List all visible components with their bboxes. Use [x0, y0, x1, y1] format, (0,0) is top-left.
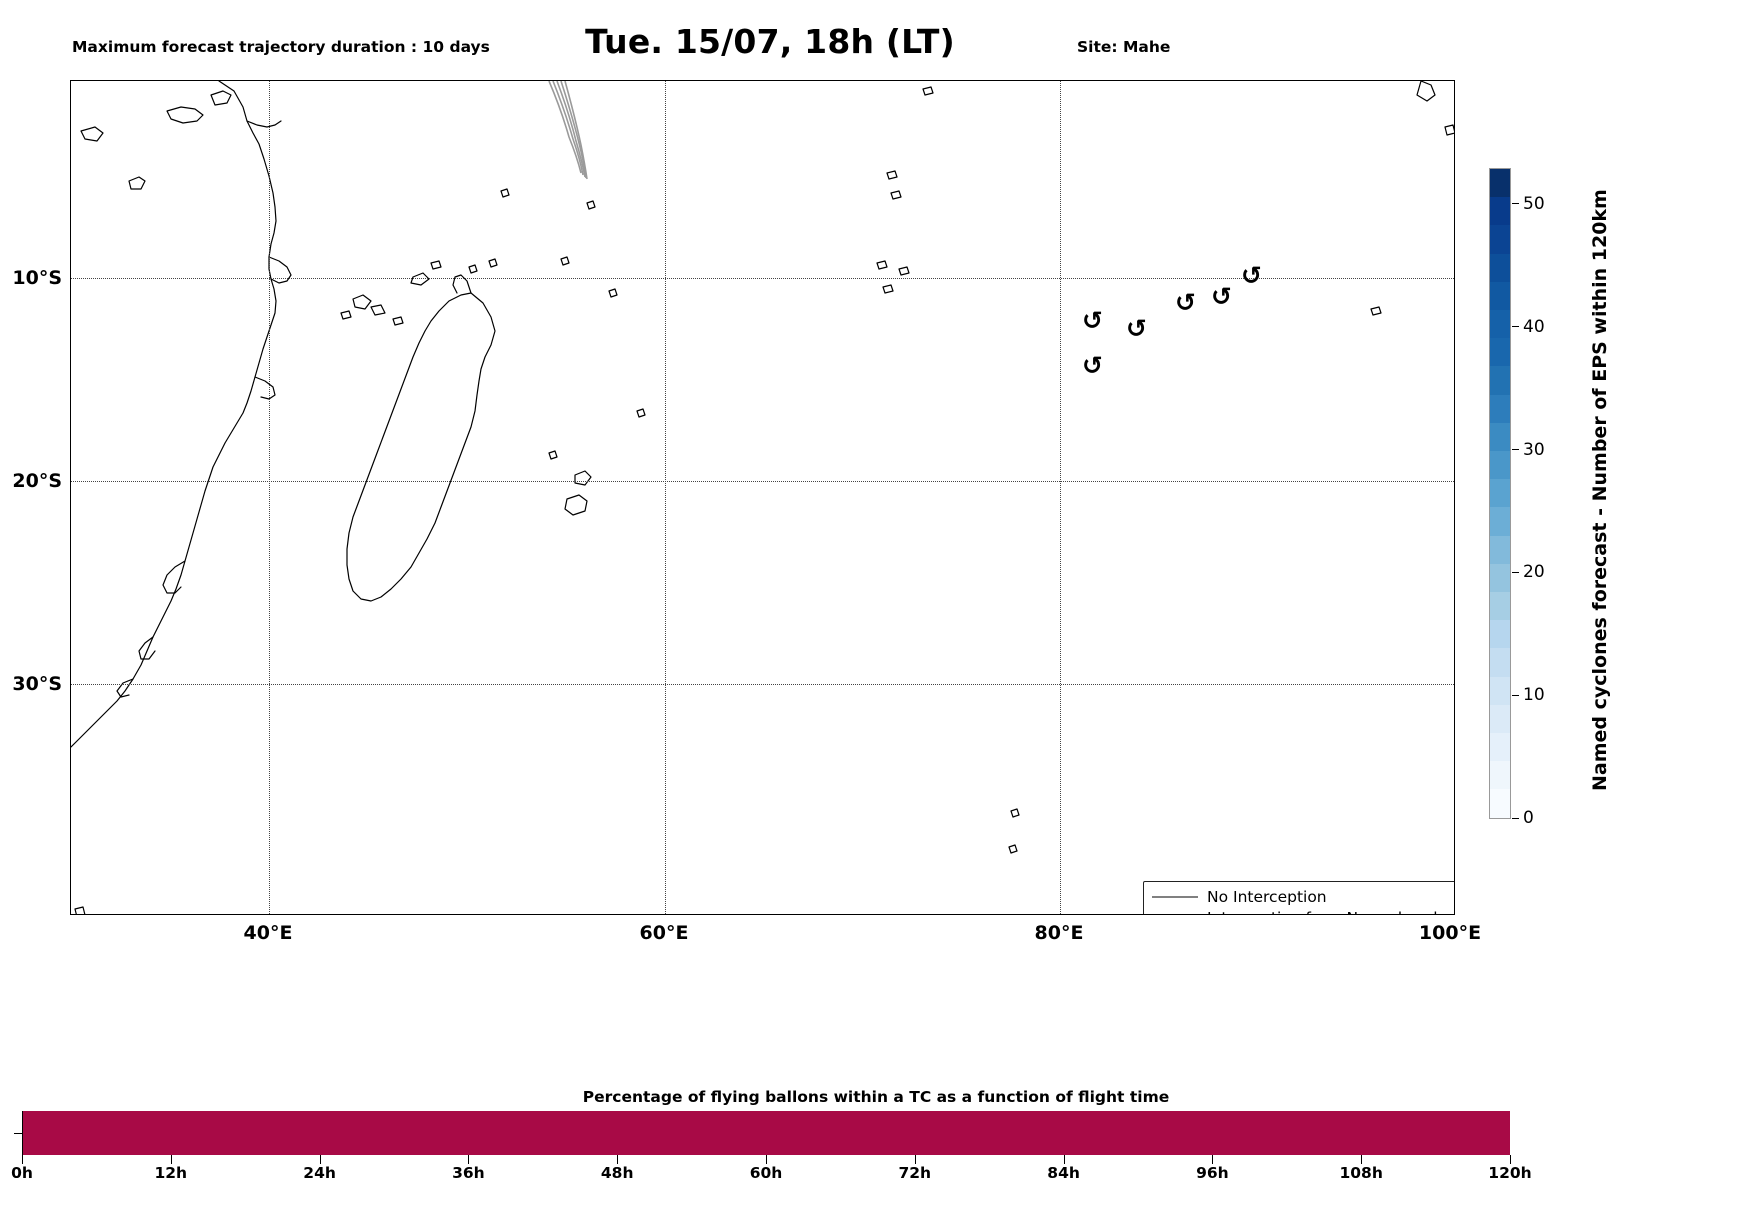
- colorbar-segment: [1490, 253, 1510, 282]
- colorbar-segment: [1490, 394, 1510, 423]
- map-ytick-10s: 10°S: [12, 267, 62, 289]
- map-xtick-40e: 40°E: [243, 922, 293, 944]
- percentage-tick-label: 120h: [1488, 1164, 1532, 1182]
- percentage-tick-label: 24h: [303, 1164, 336, 1182]
- gridline-lat-10: [71, 278, 1454, 279]
- colorbar-segment: [1490, 338, 1510, 367]
- colorbar-tick-label: 40: [1512, 317, 1545, 337]
- colorbar-tick-label: 20: [1512, 562, 1545, 582]
- gridline-lon-60: [665, 81, 666, 914]
- gridline-lon-80: [1060, 81, 1061, 914]
- percentage-bar-track: [22, 1111, 1510, 1155]
- percentage-tick-label: 60h: [749, 1164, 783, 1182]
- tc-observation-marker: ↺: [1211, 282, 1232, 311]
- percentage-tick-label: 0h: [11, 1164, 33, 1182]
- tc-observation-marker: ↺: [1082, 306, 1103, 335]
- percentage-panel-title: Percentage of flying ballons within a TC…: [582, 1088, 1170, 1106]
- percentage-bar-fill: [23, 1111, 1510, 1155]
- map-xtick-80e: 80°E: [1034, 922, 1084, 944]
- colorbar-segment: [1490, 733, 1510, 762]
- tc-observation-marker: ↺: [1126, 314, 1147, 343]
- colorbar-segment: [1490, 535, 1510, 564]
- percentage-tick-label: 48h: [600, 1164, 634, 1182]
- gridline-lat-30: [71, 684, 1454, 685]
- forecast-map[interactable]: ↺ ↺ ↺ ↺ ↺ ↺ No Interception Interception…: [70, 80, 1455, 915]
- gridline-lon-40: [269, 81, 270, 914]
- percentage-tick-label: 108h: [1339, 1164, 1383, 1182]
- colorbar-segment: [1490, 281, 1510, 311]
- colorbar-tick-label: 10: [1512, 685, 1545, 705]
- map-legend: No Interception Interception from Named …: [1143, 881, 1454, 914]
- colorbar-segment: [1490, 761, 1510, 790]
- page-title: Tue. 15/07, 18h (LT): [585, 22, 955, 61]
- percentage-tick-label: 96h: [1196, 1164, 1229, 1182]
- colorbar-segment: [1490, 422, 1510, 452]
- colorbar-tick-label: 30: [1512, 440, 1545, 460]
- tc-observation-marker: ↺: [1175, 288, 1196, 317]
- map-ytick-20s: 20°S: [12, 470, 62, 492]
- legend-label: Interception from Named cyclone: [1207, 909, 1454, 914]
- percentage-tick: [170, 1155, 172, 1164]
- colorbar: [1489, 168, 1511, 819]
- tc-observation-marker: ↺: [1241, 261, 1262, 290]
- percentage-tick: [914, 1155, 916, 1164]
- legend-line-swatch: [1152, 890, 1198, 904]
- percentage-tick: [1510, 1155, 1511, 1164]
- colorbar-tick-label: 0: [1512, 808, 1534, 828]
- colorbar-segment: [1490, 620, 1510, 649]
- percentage-tick-label: 84h: [1047, 1164, 1080, 1182]
- map-xtick-60e: 60°E: [639, 922, 689, 944]
- percentage-tick: [766, 1155, 767, 1164]
- map-ytick-30s: 30°S: [12, 673, 62, 695]
- trajectory-layer: [548, 81, 588, 180]
- header-max-duration: Maximum forecast trajectory duration : 1…: [72, 38, 490, 57]
- colorbar-segment: [1490, 451, 1510, 480]
- colorbar-segment: [1490, 648, 1510, 677]
- percentage-tick: [1063, 1155, 1065, 1164]
- percentage-tick: [319, 1155, 321, 1164]
- percentage-tick: [617, 1155, 619, 1164]
- percentage-tick-label: 12h: [154, 1164, 188, 1182]
- colorbar-segment: [1490, 197, 1510, 226]
- colorbar-segment: [1490, 676, 1510, 705]
- colorbar-segment: [1490, 592, 1510, 621]
- colorbar-segment: [1490, 310, 1510, 339]
- legend-label: No Interception: [1207, 888, 1327, 907]
- header-site: Site: Mahe: [1077, 38, 1171, 57]
- legend-item-named-cyclone[interactable]: Interception from Named cyclone: [1152, 908, 1454, 914]
- percentage-tick: [22, 1155, 23, 1164]
- percentage-tick: [1212, 1155, 1214, 1164]
- gridline-lat-20: [71, 481, 1454, 482]
- percentage-tick-label: 36h: [452, 1164, 485, 1182]
- legend-item-no-interception[interactable]: No Interception: [1152, 887, 1454, 908]
- colorbar-segment: [1490, 169, 1510, 198]
- colorbar-tick-label: 50: [1512, 194, 1545, 214]
- colorbar-segment: [1490, 479, 1510, 508]
- percentage-panel[interactable]: 0h 12h 24h 36h 48h 60h 72h 84h 96h 108h 120h: [11, 1111, 1532, 1182]
- colorbar-segment: [1490, 563, 1510, 593]
- percentage-tick: [468, 1155, 470, 1164]
- colorbar-segment: [1490, 225, 1510, 254]
- colorbar-segment: [1490, 507, 1510, 536]
- tc-observation-marker: ↺: [1082, 351, 1103, 380]
- colorbar-title: Named cyclones forecast - Number of EPS …: [1589, 189, 1611, 791]
- coastline-layer: [71, 81, 1454, 914]
- colorbar-segment: [1490, 366, 1510, 395]
- percentage-tick: [1361, 1155, 1363, 1164]
- map-xtick-100e: 100°E: [1418, 922, 1482, 944]
- colorbar-segment: [1490, 789, 1510, 818]
- percentage-tick-label: 72h: [898, 1164, 932, 1182]
- percentage-y-tick: [14, 1133, 22, 1134]
- colorbar-segment: [1490, 704, 1510, 734]
